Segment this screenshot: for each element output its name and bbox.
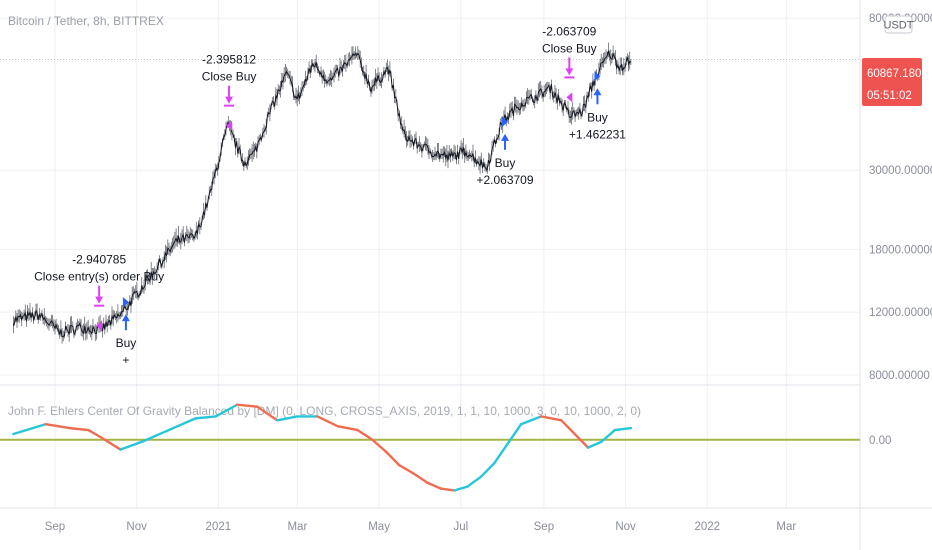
- close-label: Close entry(s) order Buy: [34, 270, 164, 284]
- currency-badge[interactable]: USDT: [884, 15, 914, 34]
- last-price-value: 60867.18010: [867, 68, 932, 80]
- cog-segment: [452, 485, 469, 492]
- price-line: [12, 50, 632, 338]
- cog-segment: [356, 428, 374, 442]
- cog-segment: [439, 487, 456, 492]
- last-price-badge: 60867.18010 05:51:02: [862, 58, 932, 106]
- cog-segment: [560, 419, 576, 436]
- cog-segment: [255, 405, 279, 422]
- cog-series: [0, 403, 860, 492]
- symbol-title: Bitcoin / Tether, 8h, BITTREX: [8, 14, 164, 28]
- cog-segment: [12, 423, 47, 436]
- cog-segment: [371, 438, 387, 453]
- buy-value: +: [122, 353, 129, 367]
- x-tick-label: May: [368, 521, 390, 533]
- cog-segment: [397, 463, 414, 475]
- buy-label: Buy: [587, 110, 608, 124]
- y-tick-label: 18000.00000: [869, 244, 932, 256]
- buy-flag: [502, 116, 509, 127]
- cog-segment: [214, 403, 239, 418]
- buy-value: +2.063709: [476, 173, 533, 187]
- cog-segment: [119, 440, 144, 451]
- cog-segment: [316, 415, 339, 428]
- cog-segment: [235, 403, 259, 408]
- buy-flag: [594, 71, 601, 82]
- x-tick-label: Nov: [615, 521, 636, 533]
- x-tick-label: Mar: [287, 521, 307, 533]
- close-arrow-head: [565, 68, 574, 76]
- cog-segment: [506, 423, 523, 445]
- cog-segment: [586, 440, 603, 449]
- buy-value: +1.462231: [569, 127, 626, 141]
- cog-segment: [68, 426, 90, 432]
- last-price-box: [862, 58, 922, 106]
- price-pane[interactable]: Bitcoin / Tether, 8h, BITTREX Buy + -2.940…: [0, 14, 860, 367]
- close-label: Close Buy: [542, 41, 597, 55]
- cog-segment: [613, 426, 633, 432]
- currency-badge-box: [884, 15, 913, 34]
- cog-segment: [493, 442, 509, 465]
- cog-segment: [194, 415, 217, 420]
- cog-segment: [466, 475, 483, 488]
- x-tick-label: Sep: [45, 521, 65, 533]
- close-value: -2.395812: [202, 53, 256, 67]
- cog-segment: [426, 481, 442, 490]
- x-tick-label: Sep: [534, 521, 554, 533]
- x-tick-label: Mar: [776, 521, 796, 533]
- price-wicks: [13, 42, 632, 344]
- buy-flag: [122, 297, 129, 308]
- y-tick-label: 12000.00000: [869, 307, 932, 319]
- y-tick-label: 8000.00000: [869, 370, 930, 382]
- countdown-timer: 05:51:02: [867, 90, 912, 102]
- x-tick-label: Jul: [453, 521, 468, 533]
- close-value: -2.063709: [542, 24, 596, 38]
- time-axis[interactable]: Sep Nov 2021 Mar May Jul Sep Nov 2022 Mar: [45, 521, 797, 533]
- cog-segment: [479, 461, 496, 479]
- cog-segment: [44, 423, 71, 430]
- indicator-title: John F. Ehlers Center Of Gravity Balance…: [8, 404, 641, 418]
- x-tick-label: Nov: [126, 521, 147, 533]
- close-flag: [566, 92, 573, 103]
- close-label: Close Buy: [202, 70, 257, 84]
- indicator-pane[interactable]: John F. Ehlers Center Of Gravity Balance…: [0, 403, 860, 492]
- close-flag: [96, 320, 103, 331]
- cog-segment: [140, 428, 170, 443]
- cog-segment: [519, 415, 543, 426]
- cog-segment: [276, 415, 299, 422]
- cog-segment: [573, 432, 590, 449]
- cog-segment: [100, 436, 122, 451]
- y-tick-label: 30000.00000: [869, 165, 932, 177]
- cog-segment: [167, 417, 197, 432]
- price-series: [0, 42, 860, 344]
- close-value: -2.940785: [72, 253, 126, 267]
- cog-segment: [87, 428, 104, 440]
- buy-arrow-head: [121, 314, 130, 322]
- x-tick-label: 2021: [206, 521, 232, 533]
- close-arrow-head: [225, 96, 234, 104]
- x-tick-label: 2022: [694, 521, 720, 533]
- cog-segment: [336, 424, 359, 432]
- cog-segment: [384, 450, 401, 467]
- buy-arrow-head: [501, 133, 510, 141]
- currency-badge-label: USDT: [884, 20, 914, 32]
- cog-segment: [600, 428, 617, 443]
- buy-arrow-head: [593, 88, 602, 96]
- close-arrow-head: [95, 296, 104, 304]
- cog-segment: [411, 471, 429, 484]
- indicator-tick-label: 0.00: [869, 435, 891, 447]
- buy-label: Buy: [495, 156, 516, 170]
- trade-annotations: Buy + -2.940785 Close entry(s) order Buy -2.…: [34, 24, 626, 367]
- buy-label: Buy: [116, 336, 137, 350]
- cog-segment: [539, 415, 563, 422]
- indicator-axis[interactable]: 0.00: [869, 435, 891, 447]
- close-flag: [226, 120, 233, 131]
